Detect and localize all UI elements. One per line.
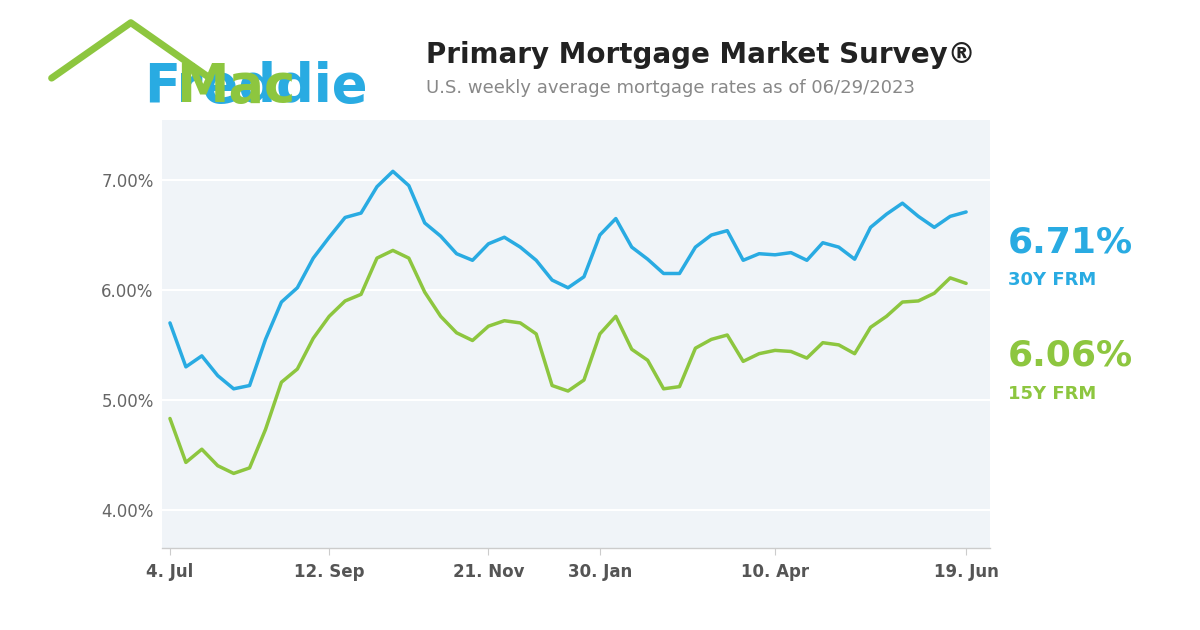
Text: 30Y FRM: 30Y FRM [1008,272,1097,289]
Text: Mac: Mac [175,61,295,113]
Text: 6.71%: 6.71% [1008,226,1133,260]
Text: Primary Mortgage Market Survey®: Primary Mortgage Market Survey® [426,41,976,69]
Text: U.S. weekly average mortgage rates as of 06/29/2023: U.S. weekly average mortgage rates as of… [426,79,916,97]
Text: 15Y FRM: 15Y FRM [1008,385,1097,403]
Text: Freddie: Freddie [144,61,367,113]
Text: 6.06%: 6.06% [1008,339,1133,373]
